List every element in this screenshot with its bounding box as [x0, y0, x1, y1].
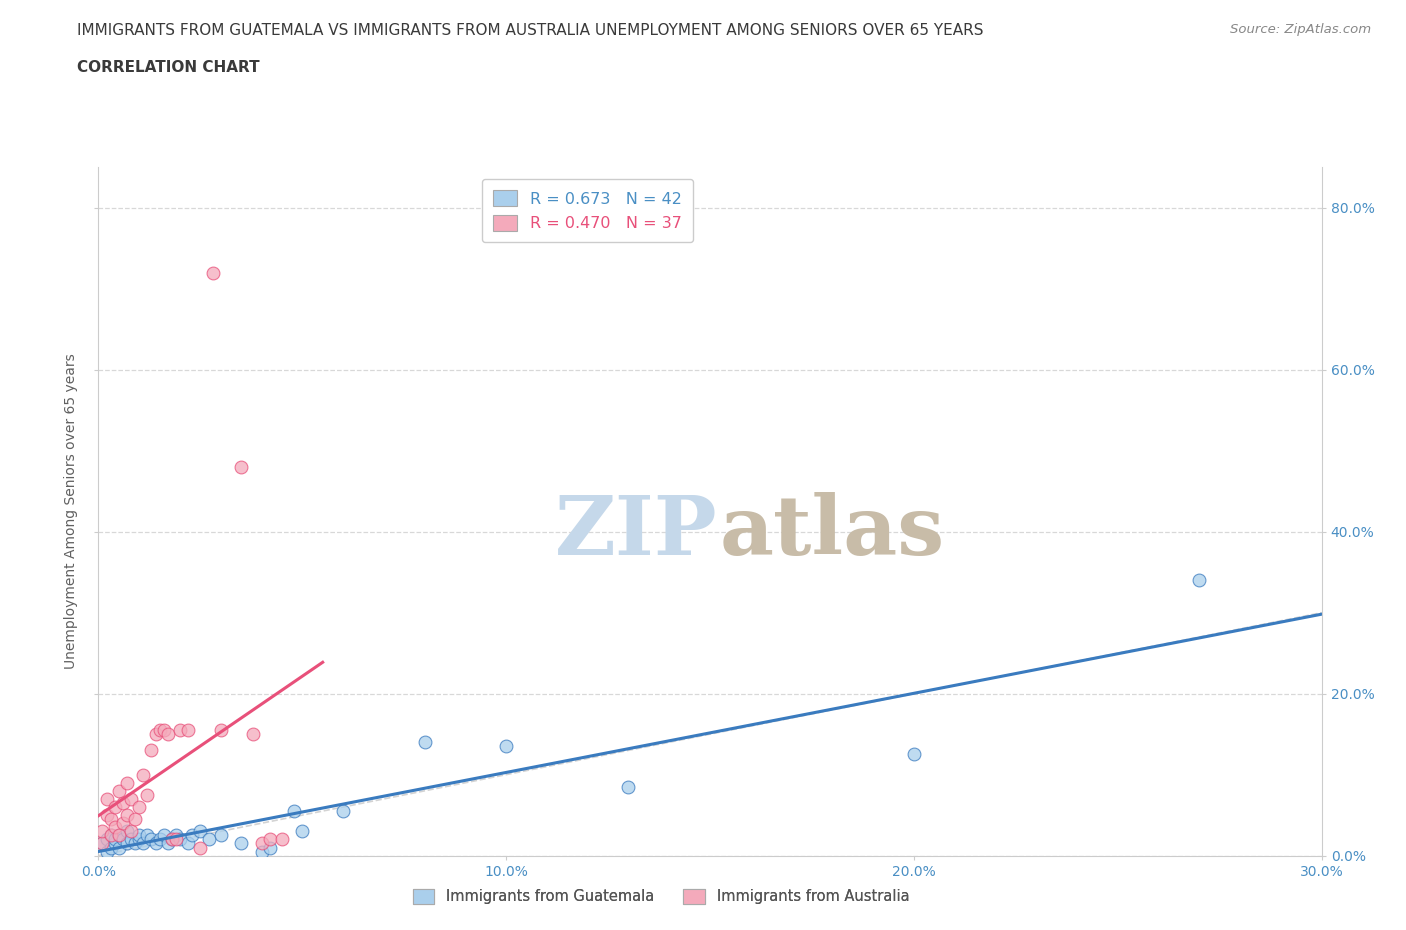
Point — [160, 832, 183, 847]
Point — [91, 836, 114, 851]
Point — [149, 723, 172, 737]
Point — [96, 791, 118, 806]
Point — [128, 828, 150, 843]
Point — [270, 832, 294, 847]
Point — [108, 828, 131, 843]
Point — [124, 836, 146, 851]
Point — [169, 832, 191, 847]
Point — [91, 824, 114, 839]
Point — [145, 726, 167, 741]
Point — [136, 788, 159, 803]
Point — [160, 832, 183, 847]
Point — [617, 779, 640, 794]
Point — [201, 265, 224, 280]
Point — [124, 812, 146, 827]
Point — [104, 832, 127, 847]
Point — [231, 459, 253, 474]
Point — [177, 723, 200, 737]
Point — [100, 828, 122, 843]
Point — [259, 832, 281, 847]
Point — [96, 832, 118, 847]
Point — [100, 828, 122, 843]
Point — [128, 800, 150, 815]
Point — [141, 743, 163, 758]
Point — [120, 824, 142, 839]
Point — [152, 828, 174, 843]
Point — [108, 783, 131, 798]
Point — [136, 828, 159, 843]
Point — [413, 735, 436, 750]
Y-axis label: Unemployment Among Seniors over 65 years: Unemployment Among Seniors over 65 years — [65, 353, 79, 670]
Point — [111, 832, 134, 847]
Point — [100, 812, 122, 827]
Point — [152, 723, 174, 737]
Point — [115, 776, 138, 790]
Point — [115, 836, 138, 851]
Point — [332, 804, 354, 818]
Point — [115, 807, 138, 822]
Point — [104, 800, 127, 815]
Point — [104, 820, 127, 835]
Point — [231, 836, 253, 851]
Point — [1188, 573, 1211, 588]
Point — [100, 840, 122, 855]
Point — [141, 832, 163, 847]
Point — [283, 804, 305, 818]
Point — [96, 807, 118, 822]
Point — [188, 824, 212, 839]
Point — [104, 836, 127, 851]
Point — [250, 836, 273, 851]
Point — [111, 795, 134, 810]
Point — [165, 832, 187, 847]
Point — [181, 828, 204, 843]
Point — [120, 832, 142, 847]
Point — [197, 832, 219, 847]
Point — [165, 828, 187, 843]
Point — [149, 832, 172, 847]
Point — [145, 836, 167, 851]
Point — [132, 836, 155, 851]
Point — [128, 832, 150, 847]
Text: Source: ZipAtlas.com: Source: ZipAtlas.com — [1230, 23, 1371, 36]
Text: ZIP: ZIP — [555, 492, 718, 572]
Point — [156, 836, 179, 851]
Point — [242, 726, 264, 741]
Point — [91, 836, 114, 851]
Text: atlas: atlas — [720, 492, 945, 572]
Point — [188, 840, 212, 855]
Legend: Immigrants from Guatemala, Immigrants from Australia: Immigrants from Guatemala, Immigrants fr… — [406, 884, 915, 910]
Text: CORRELATION CHART: CORRELATION CHART — [77, 60, 260, 75]
Point — [209, 723, 232, 737]
Point — [209, 828, 232, 843]
Point — [111, 816, 134, 830]
Point — [96, 844, 118, 859]
Point — [108, 828, 131, 843]
Point — [169, 723, 191, 737]
Point — [495, 738, 517, 753]
Point — [903, 747, 925, 762]
Point — [108, 840, 131, 855]
Point — [115, 824, 138, 839]
Point — [132, 767, 155, 782]
Point — [259, 840, 281, 855]
Point — [250, 844, 273, 859]
Point — [156, 726, 179, 741]
Point — [120, 791, 142, 806]
Text: IMMIGRANTS FROM GUATEMALA VS IMMIGRANTS FROM AUSTRALIA UNEMPLOYMENT AMONG SENIOR: IMMIGRANTS FROM GUATEMALA VS IMMIGRANTS … — [77, 23, 984, 38]
Point — [177, 836, 200, 851]
Point — [291, 824, 314, 839]
